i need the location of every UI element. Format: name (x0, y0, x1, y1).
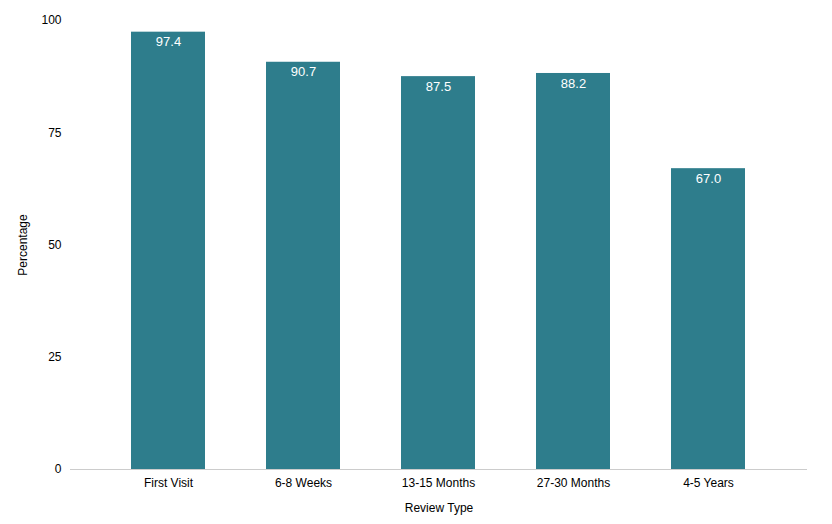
svg-text:87.5: 87.5 (426, 79, 451, 94)
svg-text:6-8 Weeks: 6-8 Weeks (275, 476, 332, 490)
svg-text:0: 0 (55, 462, 62, 476)
svg-text:50: 50 (48, 238, 62, 252)
svg-text:27-30 Months: 27-30 Months (537, 476, 610, 490)
svg-text:Review Type: Review Type (405, 501, 474, 515)
svg-text:90.7: 90.7 (291, 64, 316, 79)
svg-text:13-15 Months: 13-15 Months (402, 476, 475, 490)
svg-text:75: 75 (48, 126, 62, 140)
svg-text:67.0: 67.0 (696, 171, 721, 186)
svg-text:100: 100 (41, 13, 61, 27)
svg-text:97.4: 97.4 (156, 34, 181, 49)
svg-text:First Visit: First Visit (144, 476, 194, 490)
svg-text:88.2: 88.2 (561, 76, 586, 91)
svg-text:4-5 Years: 4-5 Years (683, 476, 734, 490)
svg-text:25: 25 (48, 350, 62, 364)
svg-text:Percentage: Percentage (16, 214, 30, 276)
